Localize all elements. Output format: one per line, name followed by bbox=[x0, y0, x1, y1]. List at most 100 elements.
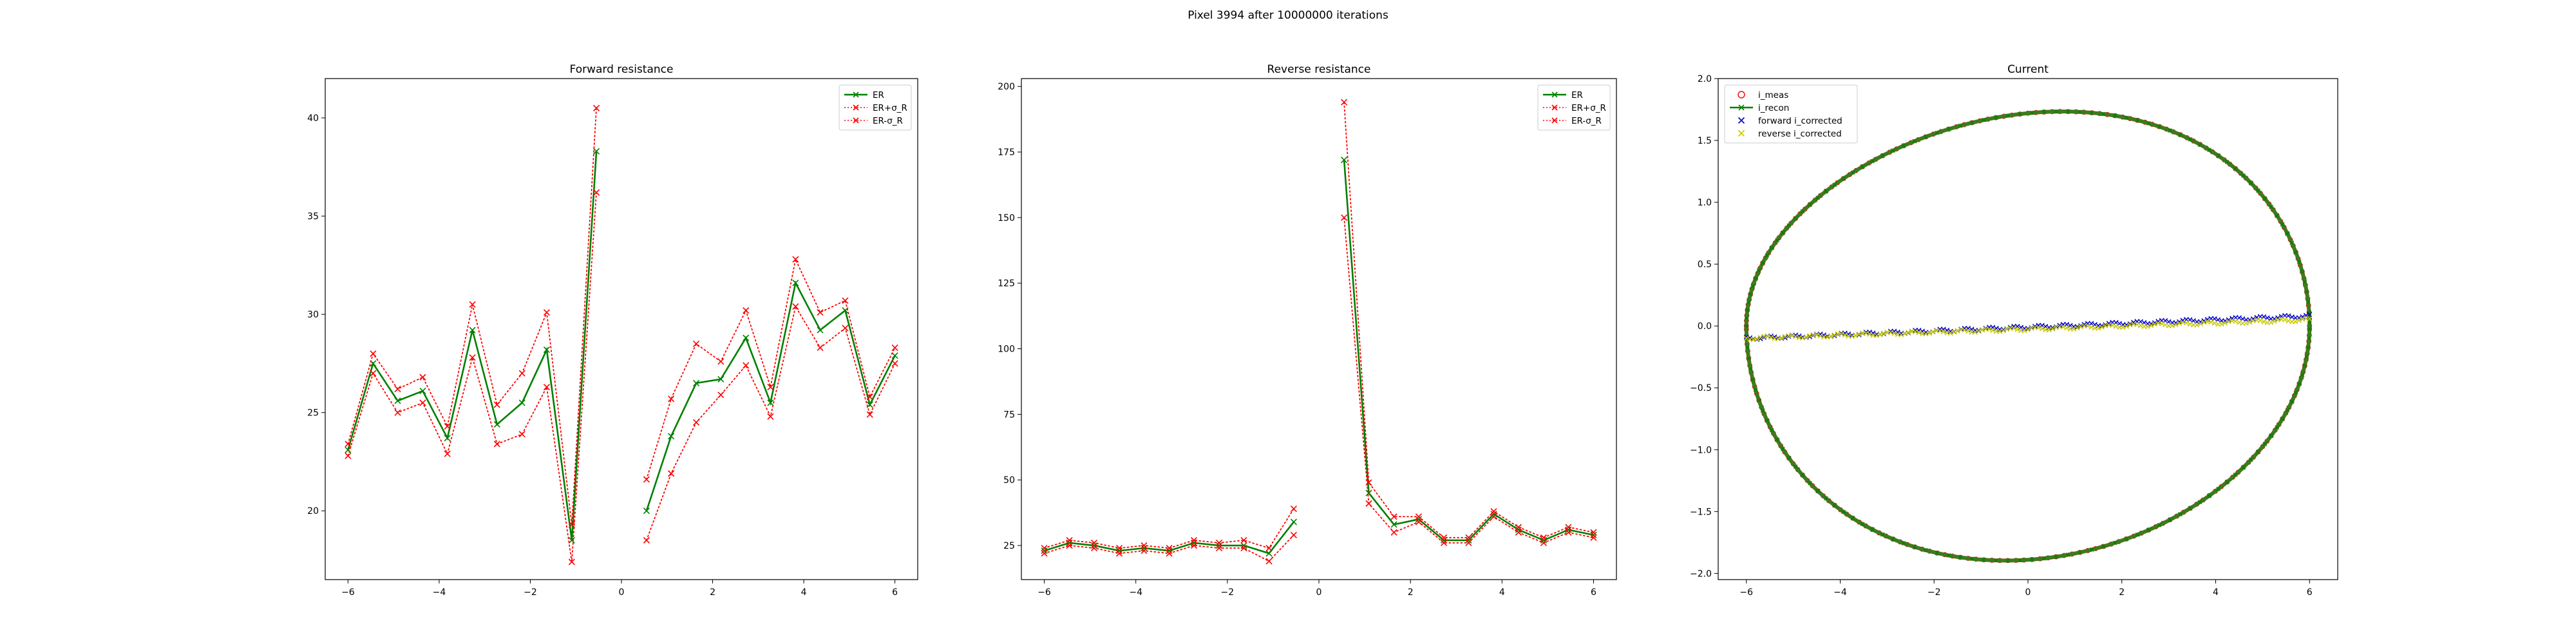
y-tick-label: 1.0 bbox=[1698, 198, 1712, 208]
reverse-point bbox=[1828, 334, 1833, 339]
data-point bbox=[668, 433, 675, 440]
recon-point bbox=[1850, 516, 1855, 521]
data-point bbox=[792, 303, 799, 310]
reverse-point bbox=[2014, 327, 2020, 332]
data-point bbox=[1365, 489, 1372, 497]
recon-point bbox=[2275, 213, 2280, 218]
recon-point bbox=[2135, 532, 2140, 537]
data-point bbox=[767, 413, 774, 420]
reverse-point bbox=[1976, 328, 1982, 334]
recon-point bbox=[1780, 446, 1785, 451]
reverse-point bbox=[1793, 334, 1799, 339]
legend-label: ER bbox=[873, 90, 884, 100]
data-point bbox=[469, 327, 476, 334]
recon-point bbox=[1753, 388, 1758, 393]
recon-point bbox=[2262, 441, 2268, 446]
recon-point bbox=[2285, 231, 2290, 236]
reverse-point bbox=[2282, 317, 2288, 323]
data-point bbox=[1116, 545, 1123, 552]
recon-point bbox=[1891, 148, 1895, 153]
reverse-point bbox=[2183, 320, 2189, 326]
recon-point bbox=[1969, 556, 1975, 562]
reverse-point bbox=[1807, 333, 1813, 339]
data-point bbox=[1265, 545, 1273, 552]
x-tick-label: 4 bbox=[801, 587, 807, 598]
recon-point bbox=[1901, 143, 1906, 148]
reverse-point bbox=[2025, 327, 2031, 332]
reverse-point bbox=[1768, 334, 1774, 340]
recon-point bbox=[2101, 544, 2106, 549]
data-point bbox=[1590, 534, 1597, 541]
reverse-point bbox=[2247, 319, 2253, 325]
recon-point bbox=[2197, 500, 2202, 505]
recon-point bbox=[1982, 557, 1987, 562]
recon-point bbox=[1832, 503, 1837, 508]
data-point bbox=[1515, 529, 1522, 536]
reverse-point bbox=[2148, 323, 2154, 328]
data-point bbox=[743, 362, 750, 369]
recon-point bbox=[1870, 527, 1875, 532]
recon-point bbox=[2054, 554, 2059, 559]
reverse-point bbox=[2296, 317, 2302, 323]
recon-point bbox=[1745, 308, 1750, 312]
forward-point bbox=[2137, 319, 2143, 325]
recon-point bbox=[2248, 180, 2253, 185]
recon-point bbox=[2300, 269, 2305, 274]
recon-point bbox=[2029, 110, 2034, 115]
data-point bbox=[643, 536, 650, 544]
data-point bbox=[743, 307, 750, 314]
recon-point bbox=[1935, 130, 1940, 135]
recon-point bbox=[1923, 135, 1928, 139]
recon-point bbox=[1923, 547, 1928, 553]
data-point bbox=[593, 147, 600, 155]
recon-point bbox=[1946, 127, 1951, 131]
data-point bbox=[1116, 550, 1123, 557]
y-tick-label: 0.5 bbox=[1698, 260, 1712, 270]
y-tick-label: 40 bbox=[307, 113, 319, 124]
recon-point bbox=[2269, 433, 2274, 439]
recon-point bbox=[2255, 188, 2260, 193]
recon-point bbox=[2275, 425, 2280, 430]
reverse-point bbox=[2011, 325, 2017, 331]
recon-point bbox=[2241, 173, 2246, 178]
recon-point bbox=[2135, 118, 2140, 123]
data-point bbox=[842, 297, 849, 304]
reverse-point bbox=[1877, 332, 1883, 337]
legend-marker bbox=[853, 117, 859, 124]
data-point bbox=[842, 325, 849, 332]
data-point bbox=[1090, 542, 1098, 549]
legend-marker bbox=[1738, 117, 1745, 124]
reverse-point bbox=[1853, 332, 1859, 338]
data-point bbox=[370, 370, 377, 377]
recon-point bbox=[2177, 511, 2183, 516]
data-point bbox=[817, 327, 824, 334]
recon-point bbox=[2029, 557, 2034, 562]
data-point bbox=[469, 354, 476, 361]
data-point bbox=[767, 399, 774, 406]
recon-point bbox=[1993, 558, 1998, 563]
recon-point bbox=[2233, 472, 2238, 477]
recon-point bbox=[2018, 558, 2022, 563]
recon-point bbox=[2241, 465, 2246, 470]
recon-point bbox=[2065, 109, 2070, 114]
figure-title: Pixel 3994 after 10000000 iterations bbox=[1188, 9, 1388, 22]
recon-point bbox=[1745, 345, 1750, 350]
recon-point bbox=[1769, 245, 1774, 251]
data-point bbox=[1415, 516, 1423, 523]
data-point bbox=[444, 435, 451, 442]
recon-point bbox=[1786, 455, 1792, 460]
legend-label: ER+σ_R bbox=[873, 103, 907, 113]
legend-box bbox=[1724, 84, 1858, 144]
reverse-point bbox=[1962, 327, 1967, 333]
data-point bbox=[1440, 534, 1448, 541]
reverse-point bbox=[1867, 331, 1873, 337]
data-point bbox=[469, 301, 476, 308]
y-tick-label: 0.0 bbox=[1698, 321, 1712, 332]
y-tick-label: 20 bbox=[307, 506, 319, 516]
recon-point bbox=[2307, 320, 2312, 325]
data-point bbox=[866, 411, 873, 418]
x-tick-label: −6 bbox=[341, 587, 355, 598]
recon-point bbox=[2168, 128, 2172, 133]
